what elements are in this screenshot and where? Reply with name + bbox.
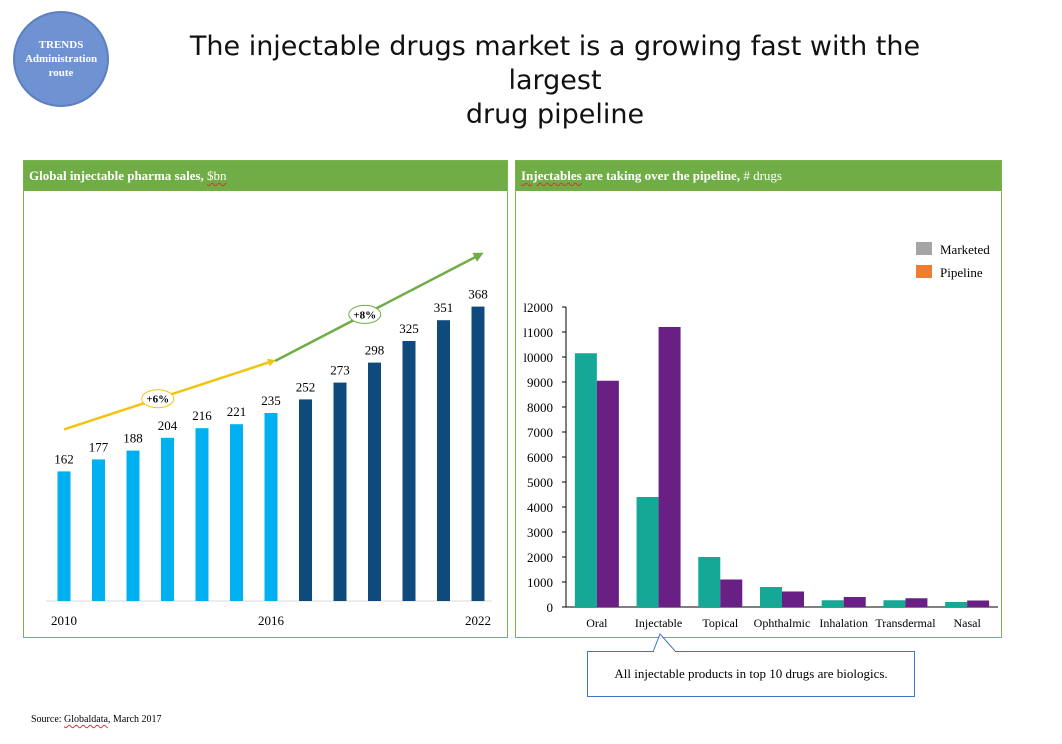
source-name: Globaldata [64,714,108,725]
sales-bar [195,428,209,601]
sales-bar [471,306,485,601]
sales-value-label: 368 [468,287,488,302]
source-note: Source: Globaldata, March 2017 [31,714,162,725]
marketed-bar [760,587,782,607]
pipeline-y-tick-label: 5000 [527,475,553,490]
pipeline-y-tick-label: 4000 [527,500,553,515]
marketed-bar [821,600,844,607]
badge-line-3: route [48,67,74,79]
pipeline-category-label: Inhalation [819,616,868,630]
legend-marketed-label: Marketed [940,242,990,257]
pipeline-chart-header-unit: # drugs [740,168,782,183]
pipeline-chart: 0 1000 2000 3000 4000 5000 6000 7000 8000 9000 l00… [523,242,998,630]
sales-chart-header: Global injectable pharma sales, $bn [24,161,507,191]
badge-line-2: Administration [24,53,98,65]
sales-bar [57,471,71,601]
pipeline-y-tick-label: 2000 [527,550,553,565]
sales-bar [437,320,450,601]
sales-value-label: 298 [365,343,385,358]
pipeline-y-tick-label: l1000 [523,325,553,340]
marketed-bar [574,353,597,607]
pipeline-bar [967,600,990,607]
source-prefix: Source: [31,714,65,725]
sales-bar [161,437,174,601]
pipeline-chart-header: Injectables are taking over the pipeline… [516,161,1001,191]
callout-text: All injectable products in top 10 drugs … [614,666,888,681]
sales-value-label: 351 [434,300,454,315]
sales-bar [92,459,105,601]
sales-x-tick-label: 2022 [465,613,491,628]
sales-bar [299,399,312,601]
page-title: The injectable drugs market is a growing… [140,30,970,132]
sales-x-tick-label: 2010 [51,613,77,628]
sales-value-label: 188 [123,431,143,446]
pipeline-category-label: Nasal [953,616,981,630]
pipeline-y-tick-label: 6000 [527,450,553,465]
pipeline-bar [658,327,681,607]
pipeline-chart-panel: Injectables are taking over the pipeline… [515,160,1002,638]
trends-badge: TRENDS Administration route [13,11,109,107]
sales-chart-header-unit: $bn [207,168,227,183]
pipeline-bar [782,591,804,607]
sales-value-label: 177 [89,439,109,454]
marketed-bar [636,497,659,607]
source-suffix: , March 2017 [107,714,162,725]
marketed-bar [698,557,721,607]
pipeline-bar [720,579,743,607]
legend-marketed-swatch [916,242,932,255]
sales-bar [264,413,278,601]
growth-label-6pct: +6% [146,394,169,406]
pipeline-y-tick-label: l2000 [523,300,553,315]
title-line-2: drug pipeline [465,99,645,130]
pipeline-y-tick-label: 1000 [527,575,553,590]
pipeline-category-label: Ophthalmic [754,616,811,630]
pipeline-chart-header-title-2: are taking over the pipeline, [581,168,741,183]
sales-bar [230,424,243,601]
pipeline-y-tick-label: 3000 [527,525,553,540]
badge-line-1: TRENDS [38,39,84,51]
sales-value-label: 204 [158,418,178,433]
pipeline-y-tick-label: 9000 [527,375,553,390]
sales-bar [368,362,381,601]
marketed-bar [883,600,906,607]
legend-pipeline-label: Pipeline [940,265,983,280]
pipeline-y-tick-label: 7000 [527,425,553,440]
sales-value-label: 325 [399,321,419,336]
title-line-1: The injectable drugs market is a growing… [189,31,921,96]
growth-badge-6pct [141,389,175,409]
legend-pipeline-swatch [916,265,932,278]
sales-value-label: 252 [296,379,316,394]
sales-value-label: 235 [261,393,281,408]
pipeline-category-label: Oral [586,616,608,630]
sales-bar [402,341,416,601]
sales-chart-header-title: Global injectable pharma sales, [29,168,204,183]
pipeline-category-label: Topical [702,616,738,630]
sales-value-label: 162 [54,451,74,466]
pipeline-category-label: Transdermal [875,616,936,630]
sales-bar [333,382,347,601]
sales-bar [126,450,140,601]
trend-arrow-2016-2022 [274,252,484,363]
sales-chart-panel: Global injectable pharma sales, $bn 162 2… [23,160,508,638]
sales-value-label: 273 [330,363,350,378]
sales-value-label: 221 [227,404,247,419]
pipeline-category-label: Injectable [635,616,682,630]
sales-value-label: 216 [192,408,212,423]
biologics-callout: All injectable products in top 10 drugs … [587,651,915,697]
pipeline-y-tick-label: 0 [547,600,554,615]
growth-label-8pct: +8% [353,309,376,321]
pipeline-bar [596,380,619,607]
sales-chart: 162 2010 177 188 204 216 221 235 2016 252 273 298 32… [46,252,492,628]
sales-x-tick-label: 2016 [258,613,285,628]
pipeline-y-tick-label: l0000 [523,350,553,365]
marketed-bar [945,602,968,607]
pipeline-bar [843,597,866,607]
pipeline-y-tick-label: 8000 [527,400,553,415]
pipeline-chart-header-title-1: Injectables [521,168,582,183]
pipeline-bar [905,598,928,607]
growth-badge-8pct [348,304,382,324]
